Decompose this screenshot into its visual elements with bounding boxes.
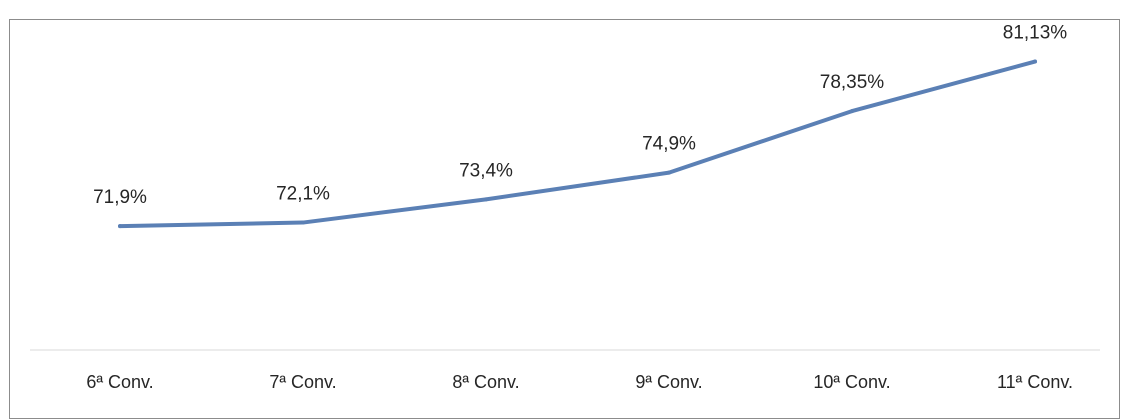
data-label-layer: 71,9% 72,1% 73,4% 74,9% 78,35% 81,13% [93,23,1067,209]
data-label: 73,4% [459,160,513,181]
data-point [667,170,671,175]
x-tick-label: 11ª Conv. [997,372,1073,392]
line-chart: 71,9% 72,1% 73,4% 74,9% 78,35% 81,13% 6ª Conv… [30,23,1100,392]
x-tick-label: 8ª Conv. [452,372,519,392]
x-tick-layer: 6ª Conv. 7ª Conv. 8ª Conv. 9ª Conv. 10ª Conv… [86,372,1073,392]
data-point [484,197,488,202]
x-tick-label: 7ª Conv. [269,372,336,392]
data-label: 74,9% [642,134,696,155]
data-label: 81,13% [1003,23,1068,44]
series-line [118,59,1037,229]
data-point [850,109,854,114]
x-tick-label: 9ª Conv. [635,372,702,392]
series-layer [118,59,1037,229]
data-point [301,220,305,225]
data-point [118,224,122,229]
x-tick-label: 6ª Conv. [86,372,153,392]
data-label: 78,35% [820,72,885,93]
data-label: 72,1% [276,184,330,205]
data-label: 71,9% [93,187,147,208]
x-tick-label: 10ª Conv. [813,372,890,392]
chart-frame [9,19,1120,419]
data-point [1033,59,1037,64]
